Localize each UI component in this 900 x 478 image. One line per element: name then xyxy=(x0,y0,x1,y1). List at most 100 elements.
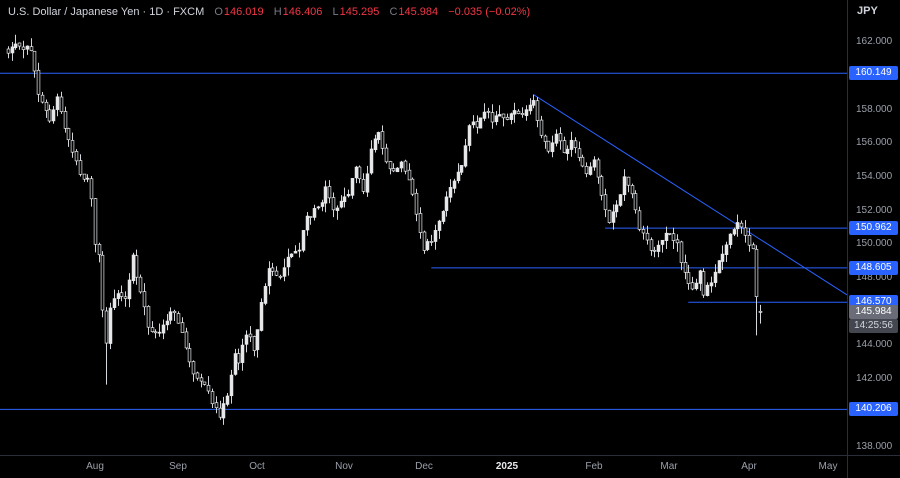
candlestick-chart[interactable] xyxy=(0,0,847,455)
price-axis[interactable]: JPY 162.000 158.000 156.000 154.000 152.000 1… xyxy=(847,0,900,455)
candle-body xyxy=(637,210,642,230)
candle-body xyxy=(66,128,71,141)
candle-body xyxy=(184,331,189,349)
candle-body xyxy=(558,133,563,142)
candle-body xyxy=(713,271,718,283)
candle-body xyxy=(456,171,461,182)
candle-body xyxy=(679,241,684,263)
candle-body xyxy=(286,256,291,268)
candle-body xyxy=(407,169,412,181)
candle-body xyxy=(418,213,423,233)
candle-body xyxy=(709,282,714,287)
candle-body xyxy=(134,255,139,278)
candle-body xyxy=(305,215,310,231)
candle-body xyxy=(429,241,434,243)
candle-body xyxy=(497,114,502,117)
candle-body xyxy=(425,241,430,250)
ohlc-high-label: H xyxy=(273,6,282,18)
candle-body xyxy=(85,177,90,180)
axis-corner xyxy=(847,455,900,478)
candle-body xyxy=(89,178,94,200)
trendline[interactable] xyxy=(533,93,847,296)
candle-body xyxy=(365,173,370,193)
candle-body xyxy=(32,50,37,72)
candle-body xyxy=(626,176,631,186)
candle-body xyxy=(350,178,355,196)
price-level-label[interactable]: 150.962 xyxy=(849,221,898,235)
candle-body xyxy=(698,270,703,284)
candle-body xyxy=(664,232,669,241)
symbol-title[interactable]: U.S. Dollar / Japanese Yen · 1D · FXCM xyxy=(8,6,205,18)
candle-body xyxy=(157,331,162,334)
candle-body xyxy=(735,222,740,230)
candle-body xyxy=(40,94,45,103)
candle-body xyxy=(289,253,294,258)
candle-body xyxy=(724,244,729,255)
candle-body xyxy=(758,311,763,313)
price-tick-label: 150.000 xyxy=(856,238,893,249)
candle-body xyxy=(539,119,544,136)
quote-currency-label[interactable]: JPY xyxy=(857,5,878,17)
candle-body xyxy=(399,161,404,169)
candle-body xyxy=(550,142,555,153)
candle-body xyxy=(74,151,79,162)
candle-body xyxy=(138,276,143,293)
candle-body xyxy=(512,110,517,115)
candle-body xyxy=(380,131,385,149)
level-lines xyxy=(0,72,847,410)
last-price-label[interactable]: 145.984 xyxy=(849,305,898,319)
candle-body xyxy=(119,292,124,297)
candle-body xyxy=(554,133,559,144)
candle-body xyxy=(376,132,381,141)
ohlc-open-label: O xyxy=(214,6,223,18)
time-axis-label: Apr xyxy=(741,461,757,472)
price-tick-label: 138.000 xyxy=(856,441,893,452)
price-level-label[interactable]: 140.206 xyxy=(849,402,898,416)
candle-body xyxy=(588,166,593,175)
candle-body xyxy=(584,166,589,175)
candle-body xyxy=(528,104,533,112)
candle-body xyxy=(316,206,321,209)
candle-body xyxy=(21,46,26,50)
candle-body xyxy=(191,361,196,375)
candle-body xyxy=(414,192,419,215)
candle-body xyxy=(346,194,351,197)
candle-body xyxy=(29,46,34,51)
candle-body xyxy=(410,178,415,195)
candle-body xyxy=(452,180,457,189)
candle-body xyxy=(569,139,574,150)
candle-body xyxy=(607,209,612,223)
candle-body xyxy=(354,166,359,179)
candle-body xyxy=(6,48,11,54)
candle-body xyxy=(108,307,113,344)
candle-body xyxy=(339,200,344,208)
candle-body xyxy=(331,197,336,211)
candle-body xyxy=(660,239,665,245)
candle-body xyxy=(47,109,52,122)
candle-body xyxy=(690,282,695,290)
candle-body xyxy=(218,407,223,418)
candle-body xyxy=(475,121,480,128)
price-tick-label: 148.000 xyxy=(856,272,893,283)
candle-body xyxy=(13,43,18,49)
time-axis[interactable]: Aug Sep Oct Nov Dec 2025 Feb Mar Apr May xyxy=(0,455,847,478)
price-tick-label: 162.000 xyxy=(856,36,893,47)
candle-body xyxy=(127,279,132,300)
candle-body xyxy=(206,384,211,392)
candle-body xyxy=(463,145,468,167)
price-tick-label: 152.000 xyxy=(856,205,893,216)
candle-body xyxy=(112,298,117,308)
price-level-label[interactable]: 148.605 xyxy=(849,261,898,275)
candle-body xyxy=(384,147,389,163)
price-tick-label: 142.000 xyxy=(856,373,893,384)
candle-body xyxy=(739,222,744,228)
price-level-label[interactable]: 160.149 xyxy=(849,66,898,80)
candle-body xyxy=(675,239,680,244)
candle-body xyxy=(165,320,170,326)
candle-body xyxy=(10,46,15,54)
candle-body xyxy=(592,159,597,168)
time-axis-label: Feb xyxy=(585,461,603,472)
candle-body xyxy=(301,230,306,251)
candle-body xyxy=(441,211,446,222)
